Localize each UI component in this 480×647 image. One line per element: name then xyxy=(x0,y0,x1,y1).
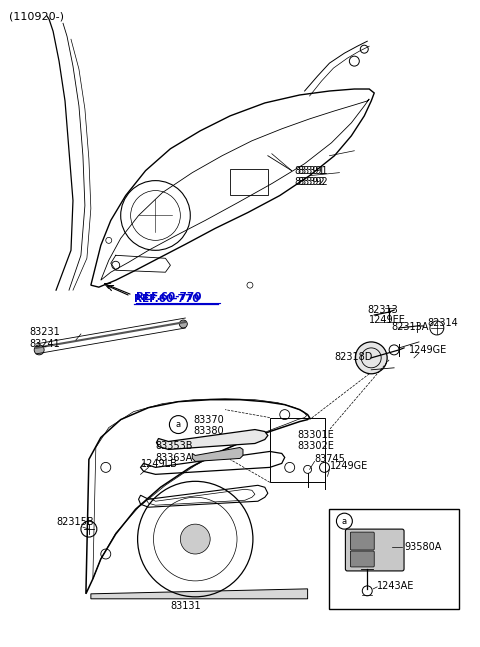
Text: a: a xyxy=(176,420,181,429)
Text: REF.60-770: REF.60-770 xyxy=(136,292,201,302)
Text: REF.60-770: REF.60-770 xyxy=(133,294,199,304)
Text: 1249GE: 1249GE xyxy=(329,461,368,472)
Text: 83745: 83745 xyxy=(314,454,346,465)
Text: 82313A: 82313A xyxy=(391,322,429,344)
Text: 82315B: 82315B xyxy=(56,517,94,527)
Text: 1243AE: 1243AE xyxy=(377,581,415,591)
Text: (110920-): (110920-) xyxy=(9,12,64,21)
Text: 83391
83392: 83391 83392 xyxy=(295,166,325,187)
Bar xyxy=(329,509,459,609)
Text: a: a xyxy=(342,517,347,525)
Text: 83131: 83131 xyxy=(170,601,201,611)
Text: 82318D: 82318D xyxy=(335,352,373,362)
Text: 83353B
83363A: 83353B 83363A xyxy=(156,441,193,463)
Text: 83370
83380: 83370 83380 xyxy=(193,415,224,436)
Text: 1249LB: 1249LB xyxy=(141,459,178,470)
Text: 83301E
83302E: 83301E 83302E xyxy=(298,430,335,451)
Circle shape xyxy=(180,320,187,328)
Text: 1249GE: 1249GE xyxy=(409,345,447,355)
Text: 82313: 82313 xyxy=(367,305,398,315)
Circle shape xyxy=(34,345,44,355)
Circle shape xyxy=(180,524,210,554)
Circle shape xyxy=(355,342,387,374)
Polygon shape xyxy=(91,589,308,599)
Text: 83391
83392: 83391 83392 xyxy=(298,166,328,187)
Text: 93580A: 93580A xyxy=(404,542,442,552)
FancyBboxPatch shape xyxy=(350,532,374,550)
Polygon shape xyxy=(156,430,268,450)
Text: 82314: 82314 xyxy=(427,318,457,328)
Bar xyxy=(270,417,324,482)
Text: 1249EE: 1249EE xyxy=(369,315,406,325)
FancyBboxPatch shape xyxy=(350,551,374,567)
Polygon shape xyxy=(192,448,243,461)
Text: 83231
83241: 83231 83241 xyxy=(29,327,60,349)
Bar xyxy=(230,169,268,195)
FancyBboxPatch shape xyxy=(346,529,404,571)
